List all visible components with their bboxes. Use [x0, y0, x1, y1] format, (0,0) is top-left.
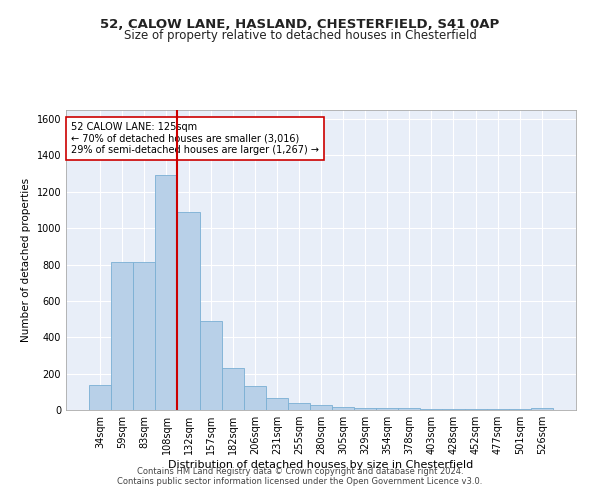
Y-axis label: Number of detached properties: Number of detached properties [21, 178, 31, 342]
Bar [133, 262, 155, 410]
Bar [509, 408, 531, 410]
X-axis label: Distribution of detached houses by size in Chesterfield: Distribution of detached houses by size … [169, 460, 473, 470]
Bar [288, 404, 310, 410]
Bar [155, 174, 178, 410]
Bar [531, 408, 553, 410]
Bar [89, 384, 111, 410]
Text: Contains HM Land Registry data © Crown copyright and database right 2024.: Contains HM Land Registry data © Crown c… [137, 467, 463, 476]
Bar [310, 406, 332, 410]
Bar [178, 212, 200, 410]
Bar [244, 386, 266, 410]
Bar [421, 408, 442, 410]
Text: Contains public sector information licensed under the Open Government Licence v3: Contains public sector information licen… [118, 477, 482, 486]
Bar [266, 398, 288, 410]
Bar [200, 321, 221, 410]
Bar [221, 368, 244, 410]
Bar [442, 408, 464, 410]
Bar [332, 408, 354, 410]
Bar [111, 262, 133, 410]
Bar [398, 408, 421, 410]
Bar [354, 408, 376, 410]
Text: 52, CALOW LANE, HASLAND, CHESTERFIELD, S41 0AP: 52, CALOW LANE, HASLAND, CHESTERFIELD, S… [100, 18, 500, 30]
Bar [464, 408, 487, 410]
Text: 52 CALOW LANE: 125sqm
← 70% of detached houses are smaller (3,016)
29% of semi-d: 52 CALOW LANE: 125sqm ← 70% of detached … [71, 122, 319, 155]
Bar [376, 408, 398, 410]
Bar [487, 408, 509, 410]
Text: Size of property relative to detached houses in Chesterfield: Size of property relative to detached ho… [124, 29, 476, 42]
